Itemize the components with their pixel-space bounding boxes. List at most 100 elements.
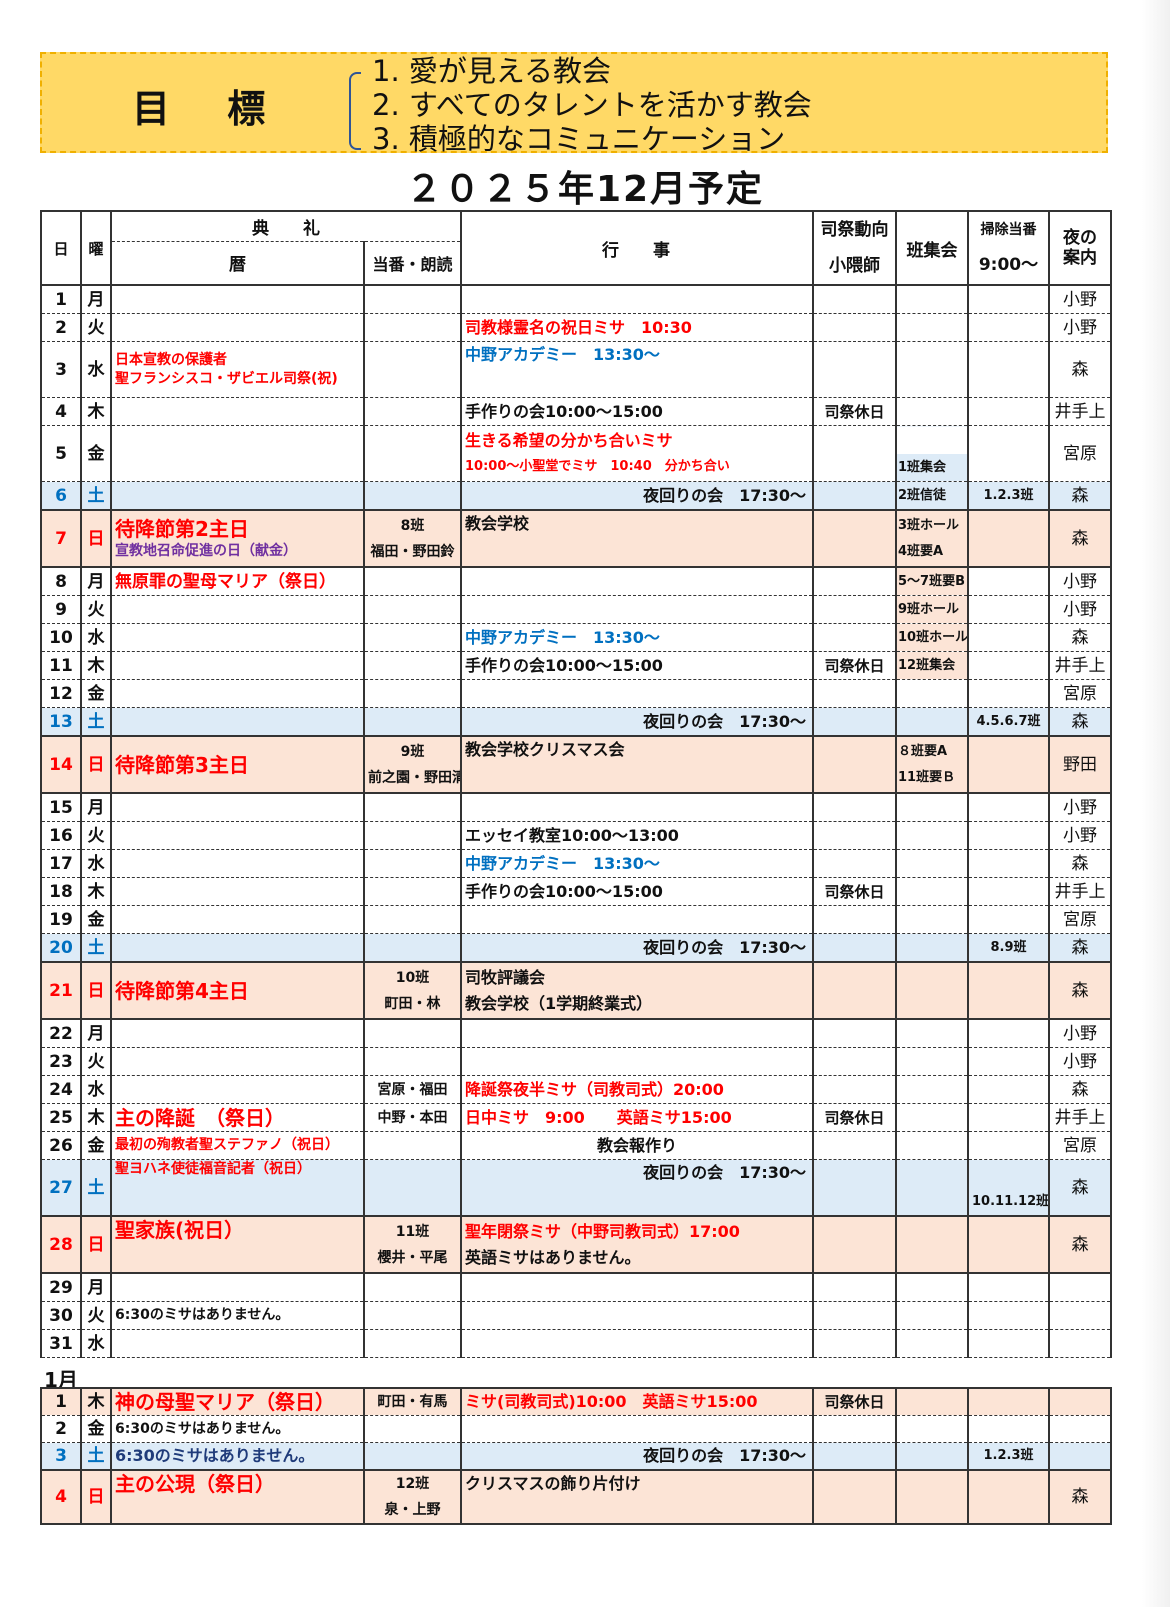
events-cell: 中野アカデミー 13:30〜 xyxy=(460,623,814,652)
dow-cell: 月 xyxy=(80,566,112,596)
liturgical-note: 主の公現（祭日） xyxy=(115,1472,275,1496)
day-cell: 3 xyxy=(40,1442,82,1471)
day-of-week: 水 xyxy=(87,627,105,648)
day-cell: 3 xyxy=(40,341,82,398)
schedule-row: 21 日待降節第4主日 10班 町田・林 司牧評議会 教会学校（1学期終業式）森 xyxy=(40,961,1112,1020)
event-item: 教会学校（1学期終業式） xyxy=(465,993,653,1013)
duty-cell xyxy=(363,821,462,850)
schedule-row: 9 火 9班ホール 小野 xyxy=(40,595,1112,624)
han-meeting-cell xyxy=(895,397,969,426)
calendar-cell xyxy=(110,313,365,342)
cleaning-duty: 4.5.6.7班 xyxy=(976,713,1041,729)
event-item: 夜回りの会 17:30〜 xyxy=(643,1163,806,1182)
events-cell: 夜回りの会 17:30〜 xyxy=(460,1442,814,1471)
day-cell: 5 xyxy=(40,425,82,482)
night-guide-cell: 小野 xyxy=(1048,566,1112,596)
night-guide: 宮原 xyxy=(1063,683,1097,704)
day-cell: 11 xyxy=(40,651,82,680)
cleaning-cell xyxy=(967,651,1050,680)
priest-cell xyxy=(812,425,897,482)
priest-cell xyxy=(812,1159,897,1217)
night-guide-cell xyxy=(1048,1329,1112,1358)
schedule-row: 24 水 宮原・福田 降誕祭夜半ミサ（司教司式）20:00 森 xyxy=(40,1075,1112,1104)
day-cell: 15 xyxy=(40,792,82,822)
dow-cell: 月 xyxy=(80,792,112,822)
priest-cell xyxy=(812,1075,897,1104)
day-number: 4 xyxy=(55,1487,67,1507)
day-of-week: 火 xyxy=(87,1051,105,1072)
day-number: 23 xyxy=(49,1051,73,1072)
schedule-row: 30 火 6:30のミサはありません。 xyxy=(40,1301,1112,1330)
liturgical-note: 聖フランシスコ・ザビエル司祭(祝) xyxy=(115,370,338,387)
goals-list: 1. 愛が見える教会 2. すべてのタレントを活かす教会 3. 積極的なコミュニ… xyxy=(372,54,812,156)
events-cell: 夜回りの会 17:30〜 xyxy=(460,481,814,511)
calendar-cell xyxy=(110,397,365,426)
night-guide: 小野 xyxy=(1063,571,1097,592)
liturgical-note: 最初の殉教者聖ステファノ（祝日） xyxy=(115,1137,339,1153)
han-meeting-cell xyxy=(895,1131,969,1160)
events-cell xyxy=(460,1272,814,1302)
day-of-week: 金 xyxy=(87,683,105,704)
cleaning-duty: 1.2.3班 xyxy=(983,487,1034,503)
day-cell: 29 xyxy=(40,1272,82,1302)
goal-item: 3. 積極的なコミュニケーション xyxy=(372,122,786,156)
events-cell: 手作りの会10:00〜15:00 xyxy=(460,397,814,426)
event-item: 手作りの会10:00〜15:00 xyxy=(465,881,663,901)
priest-cell xyxy=(812,1047,897,1076)
priest-cell: 司祭休日 xyxy=(812,651,897,680)
han-meeting-cell xyxy=(895,1159,969,1217)
priest-cell xyxy=(812,792,897,822)
liturgical-note: 待降節第2主日 xyxy=(115,517,249,541)
day-cell: 1 xyxy=(40,1387,82,1416)
day-cell: 20 xyxy=(40,933,82,963)
han-meeting-cell xyxy=(895,933,969,963)
events-cell: 夜回りの会 17:30〜 xyxy=(460,933,814,963)
schedule-row: 31 水 xyxy=(40,1329,1112,1358)
cleaning-cell xyxy=(967,877,1050,906)
day-of-week: 木 xyxy=(87,1392,105,1412)
day-cell: 19 xyxy=(40,905,82,934)
dow-cell: 日 xyxy=(80,961,112,1020)
cleaning-cell xyxy=(967,1075,1050,1104)
day-of-week: 月 xyxy=(87,1023,105,1044)
day-of-week: 月 xyxy=(87,571,105,592)
duty-assignment: 11班 xyxy=(395,1223,430,1240)
day-number: 9 xyxy=(55,599,67,620)
schedule-row: 1 月 小野 xyxy=(40,284,1112,314)
night-guide-cell: 井手上 xyxy=(1048,397,1112,426)
goal-item: 2. すべてのタレントを活かす教会 xyxy=(372,88,812,122)
han-meeting-cell xyxy=(895,707,969,737)
duty-assignment: 10班 xyxy=(395,969,430,986)
calendar-cell: 待降節第3主日 xyxy=(110,735,365,794)
event-item: 教会学校 xyxy=(465,514,530,533)
han-meeting-cell xyxy=(895,1387,969,1416)
night-guide: 井手上 xyxy=(1054,1107,1106,1128)
dow-cell: 土 xyxy=(80,1159,112,1217)
priest-cell xyxy=(812,566,897,596)
events-cell xyxy=(460,679,814,708)
han-meeting-item: 3班ホール xyxy=(898,517,960,533)
han-meeting-cell: 9班ホール xyxy=(895,595,969,624)
duty-cell xyxy=(363,651,462,680)
day-number: 7 xyxy=(55,528,67,549)
schedule-row: 2 金 6:30のミサはありません。 xyxy=(40,1415,1112,1443)
events-cell xyxy=(460,1018,814,1048)
cleaning-cell xyxy=(967,735,1050,794)
calendar-cell xyxy=(110,877,365,906)
events-cell xyxy=(460,595,814,624)
han-meeting-cell: 12班集会 xyxy=(895,651,969,680)
dow-cell: 木 xyxy=(80,1387,112,1416)
night-guide: 森 xyxy=(1071,359,1089,380)
dow-cell: 土 xyxy=(80,1442,112,1471)
duty-cell: 宮原・福田 xyxy=(363,1075,462,1104)
night-guide-cell: 森 xyxy=(1048,341,1112,398)
events-cell: 司教様霊名の祝日ミサ 10:30 xyxy=(460,313,814,342)
night-guide: 宮原 xyxy=(1063,1135,1097,1156)
day-number: 3 xyxy=(55,1446,67,1466)
day-of-week: 土 xyxy=(87,1446,105,1466)
day-of-week: 火 xyxy=(87,825,105,846)
day-cell: 28 xyxy=(40,1215,82,1274)
night-guide: 森 xyxy=(1071,627,1089,648)
day-of-week: 水 xyxy=(87,1333,105,1354)
day-cell: 25 xyxy=(40,1103,82,1132)
